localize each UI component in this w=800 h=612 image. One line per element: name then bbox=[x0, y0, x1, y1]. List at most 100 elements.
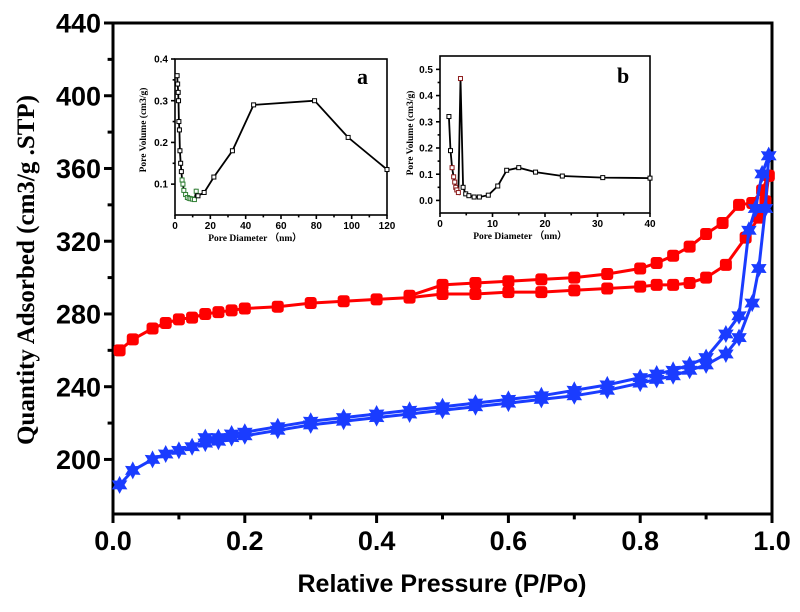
data-point-square bbox=[186, 311, 199, 324]
data-point-star bbox=[500, 390, 517, 409]
inset-b-data-point bbox=[516, 165, 522, 171]
data-point-square bbox=[667, 278, 680, 291]
inset-a-data-point bbox=[176, 127, 182, 133]
data-point-star bbox=[335, 408, 352, 427]
inset-a-y-tick-label: 0.4 bbox=[154, 55, 168, 66]
inset-b-x-tick-label: 10 bbox=[487, 219, 499, 230]
data-point-star bbox=[197, 428, 214, 447]
data-point-star bbox=[632, 368, 648, 387]
inset-a-background bbox=[175, 59, 387, 215]
inset-a-data-point bbox=[179, 177, 185, 183]
data-point-square bbox=[370, 293, 383, 306]
inset-a-y-label: Pore Volume (cm3/g) bbox=[138, 88, 149, 173]
inset-a-data-point bbox=[175, 81, 181, 87]
data-point-star bbox=[157, 445, 174, 463]
inset-a-data-point bbox=[345, 134, 351, 140]
data-point-square bbox=[212, 306, 225, 319]
inset-a-y-tick-label: 0.3 bbox=[154, 96, 168, 107]
x-axis-label: Relative Pressure (P/Po) bbox=[297, 570, 586, 598]
inset-a-data-point bbox=[176, 98, 182, 104]
data-point-star bbox=[754, 164, 770, 183]
data-point-square bbox=[113, 344, 126, 357]
inset-b-x-tick-label: 0 bbox=[437, 219, 443, 230]
data-point-square bbox=[304, 297, 317, 310]
inset-b-data-point bbox=[446, 114, 452, 120]
inset-a-x-tick-label: 120 bbox=[379, 221, 396, 232]
data-point-square bbox=[568, 284, 581, 297]
data-point-star bbox=[681, 355, 698, 374]
data-point-star bbox=[302, 412, 319, 431]
y-axis-label: Quantity Adsorbed (cm3/g .STP) bbox=[13, 95, 40, 445]
inset-b-data-point bbox=[471, 194, 477, 200]
data-point-star bbox=[718, 345, 734, 363]
main-y-tick-label: 400 bbox=[56, 81, 101, 111]
inset-b-data-point bbox=[457, 76, 463, 82]
data-point-square bbox=[126, 333, 139, 346]
data-point-star bbox=[751, 259, 767, 278]
data-point-square bbox=[650, 278, 663, 291]
data-point-star bbox=[434, 397, 451, 416]
data-point-square bbox=[172, 313, 185, 326]
data-point-star bbox=[744, 294, 760, 313]
data-point-star bbox=[237, 423, 253, 442]
data-point-star bbox=[731, 328, 747, 347]
data-point-star bbox=[648, 365, 665, 383]
inset-a-panel-label: a bbox=[357, 64, 368, 89]
data-point-square bbox=[146, 322, 159, 335]
data-point-square bbox=[650, 257, 663, 270]
data-point-square bbox=[535, 273, 548, 286]
data-point-star bbox=[401, 401, 418, 420]
inset-a-data-point bbox=[180, 181, 186, 187]
inset-a-data-point bbox=[181, 187, 187, 193]
inset-b-y-tick-label: 0.5 bbox=[419, 65, 433, 76]
data-point-square bbox=[502, 286, 515, 299]
main-y-tick-label: 240 bbox=[56, 372, 101, 402]
data-point-square bbox=[535, 286, 548, 299]
inset-b-data-point bbox=[600, 175, 606, 181]
data-point-star bbox=[760, 146, 777, 165]
inset-a-data-point bbox=[312, 98, 318, 104]
inset-b-data-point bbox=[455, 190, 461, 196]
inset-b-y-tick-label: 0.0 bbox=[419, 196, 433, 207]
main-x-tick-label: 0.8 bbox=[621, 526, 659, 556]
inset-b-data-point bbox=[476, 194, 482, 200]
main-x-tick-label: 0.4 bbox=[358, 526, 396, 556]
data-point-star bbox=[566, 381, 583, 400]
inset-b-y-tick-label: 0.4 bbox=[419, 91, 433, 102]
data-point-star bbox=[467, 394, 484, 413]
data-point-star bbox=[757, 199, 774, 218]
inset-a-x-tick-label: 0 bbox=[172, 221, 178, 232]
main-y-tick-label: 200 bbox=[56, 445, 101, 475]
data-point-star bbox=[698, 348, 714, 367]
inset-b-x-tick-label: 20 bbox=[539, 219, 551, 230]
data-point-square bbox=[436, 278, 449, 291]
data-point-square bbox=[733, 198, 746, 211]
data-point-square bbox=[601, 282, 614, 295]
data-point-star bbox=[368, 405, 385, 423]
data-point-square bbox=[469, 287, 482, 300]
inset-a-data-point bbox=[178, 169, 184, 175]
inset-a-x-tick-label: 20 bbox=[205, 221, 217, 232]
inset-b-x-tick-label: 40 bbox=[644, 219, 656, 230]
inset-a-data-point bbox=[177, 148, 183, 154]
inset-a-data-point bbox=[191, 197, 197, 203]
data-point-square bbox=[719, 258, 732, 271]
data-point-star bbox=[125, 461, 141, 480]
main-x-tick-label: 0.2 bbox=[226, 526, 264, 556]
data-point-star bbox=[223, 425, 240, 443]
inset-a-data-point bbox=[211, 174, 217, 180]
inset-b-background bbox=[440, 56, 650, 213]
data-point-square bbox=[469, 277, 482, 290]
inset-b-data-point bbox=[533, 169, 539, 175]
data-point-square bbox=[634, 280, 647, 293]
data-point-star bbox=[270, 417, 286, 436]
data-point-square bbox=[502, 275, 515, 288]
inset-b-data-point bbox=[485, 192, 491, 198]
inset-a-data-point bbox=[251, 102, 257, 108]
data-point-square bbox=[716, 217, 729, 230]
inset-b-y-label: Pore Volume (cm3/g) bbox=[405, 91, 416, 176]
inset-a-data-point bbox=[384, 167, 390, 173]
inset-b-y-tick-label: 0.1 bbox=[419, 170, 433, 181]
inset-a-data-point bbox=[195, 193, 201, 199]
